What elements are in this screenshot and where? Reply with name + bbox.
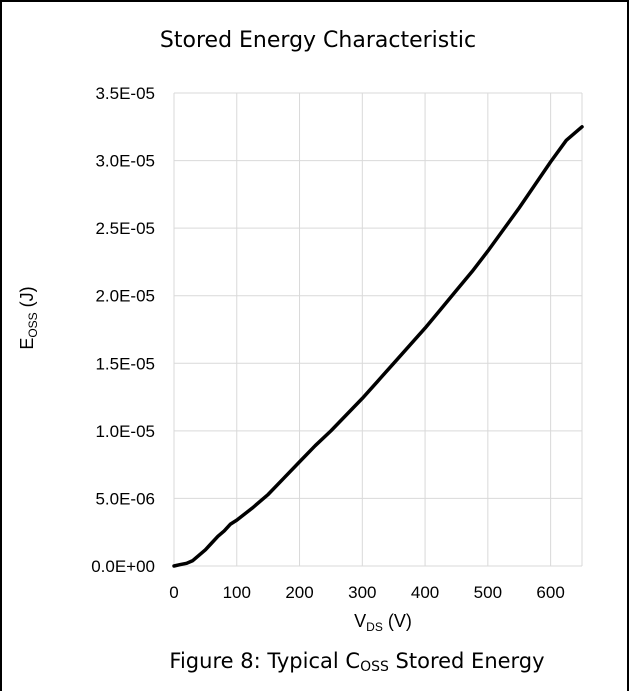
caption-prefix: Figure 8: Typical C bbox=[169, 649, 360, 673]
y-axis-label: EOSS (J) bbox=[17, 286, 40, 349]
x-tick-label: 100 bbox=[223, 583, 251, 602]
x-tick-label: 200 bbox=[285, 583, 313, 602]
y-tick-label: 3.5E-05 bbox=[95, 84, 155, 103]
chart-title: Stored Energy Characteristic bbox=[160, 28, 476, 53]
x-tick-label: 0 bbox=[169, 583, 178, 602]
frame-border-left bbox=[0, 0, 2, 691]
caption-sub: OSS bbox=[360, 659, 389, 675]
y-tick-label: 2.0E-05 bbox=[95, 287, 155, 306]
y-tick-label: 0.0E+00 bbox=[91, 557, 155, 576]
x-tick-label: 500 bbox=[474, 583, 502, 602]
frame-border-right bbox=[627, 0, 629, 691]
caption-suffix: Stored Energy bbox=[389, 649, 545, 673]
x-axis-label: VDS (V) bbox=[354, 611, 412, 634]
x-tick-label: 600 bbox=[536, 583, 564, 602]
y-axis-label-main: E bbox=[17, 338, 37, 350]
x-axis-label-main: V bbox=[354, 611, 366, 631]
x-axis-label-sub: DS bbox=[366, 620, 383, 634]
y-tick-label: 5.0E-06 bbox=[95, 489, 155, 508]
y-axis-label-rest: (J) bbox=[17, 286, 37, 312]
frame-border-top bbox=[0, 0, 629, 2]
x-tick-label: 400 bbox=[411, 583, 439, 602]
eoss-curve bbox=[172, 125, 584, 568]
y-tick-label: 1.0E-05 bbox=[95, 422, 155, 441]
y-tick-label: 1.5E-05 bbox=[95, 354, 155, 373]
y-tick-label: 2.5E-05 bbox=[95, 219, 155, 238]
grid-layer bbox=[173, 92, 583, 567]
x-axis-label-rest: (V) bbox=[383, 611, 412, 631]
figure-caption: Figure 8: Typical COSS Stored Energy bbox=[169, 649, 544, 675]
series-layer bbox=[172, 125, 584, 568]
y-axis-label-sub: OSS bbox=[26, 312, 40, 337]
y-tick-label: 3.0E-05 bbox=[95, 152, 155, 171]
tick-layer: 0 100 200 300 400 500 600 0.0E+00 5.0E-06 1.0E-05… bbox=[91, 84, 565, 602]
x-tick-label: 300 bbox=[348, 583, 376, 602]
